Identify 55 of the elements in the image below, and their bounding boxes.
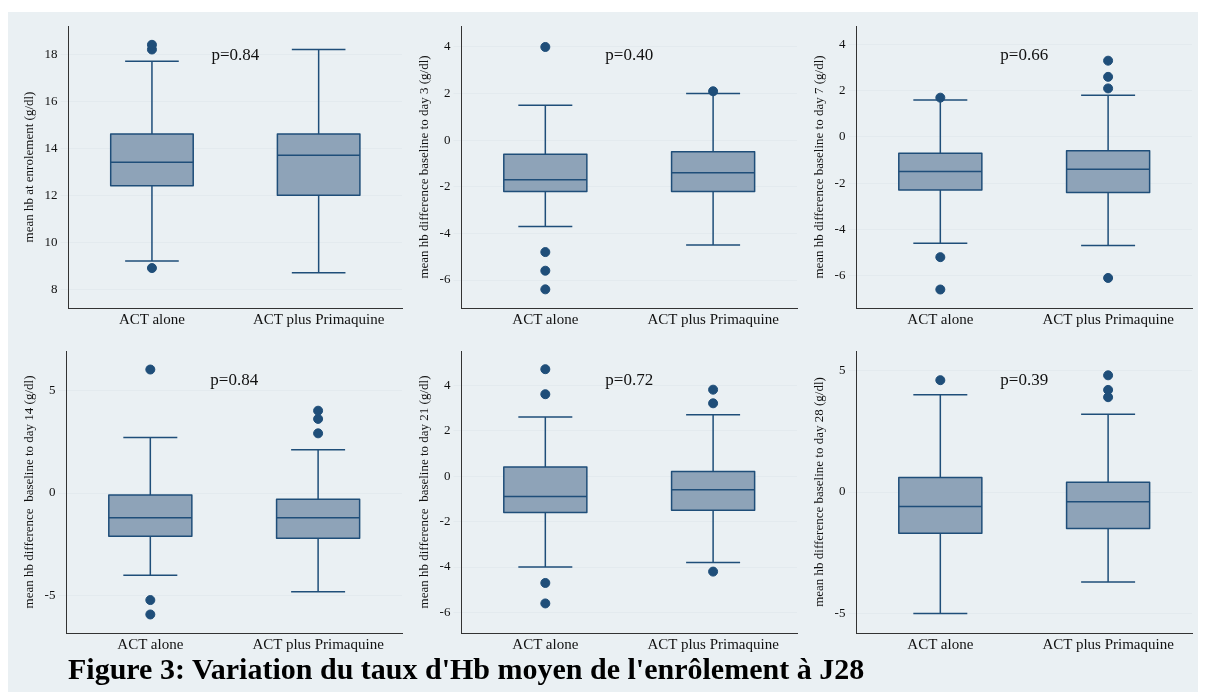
y-tick-label: 5 xyxy=(838,361,846,377)
x-tick-label: ACT alone xyxy=(907,635,974,652)
x-tick-label: ACT alone xyxy=(118,310,186,327)
annotation: p=0.66 xyxy=(1000,45,1049,65)
y-tick-label: -4 xyxy=(834,220,846,236)
y-tick-label: -5 xyxy=(44,587,56,603)
x-tick-label: ACT plus Primaquine xyxy=(252,635,385,652)
y-tick-label: 4 xyxy=(443,38,451,54)
annotation: p=0.39 xyxy=(1000,370,1049,390)
y-tick-label: 0 xyxy=(48,484,56,500)
y-axis-title: mean hb difference baseline to day 21 (g/dl) xyxy=(416,375,432,609)
y-axis-title: mean hb difference baseline to day 3 (g/dl) xyxy=(416,55,432,279)
y-tick-label: -4 xyxy=(439,558,451,574)
y-axis-title: mean hb difference baseline to day 7 (g/dl) xyxy=(811,55,827,279)
y-tick-label: 14 xyxy=(44,139,59,155)
y-tick-label: 0 xyxy=(443,131,451,147)
y-axis-title: mean hb difference baseline to day 28 (g/dl) xyxy=(811,377,827,607)
y-tick-label: 0 xyxy=(443,467,451,483)
y-axis-title: mean hb at enrolement (g/dl) xyxy=(21,91,37,243)
y-tick-label: 2 xyxy=(443,422,451,438)
x-tick-label: ACT plus Primaquine xyxy=(647,310,780,327)
x-tick-label: ACT plus Primaquine xyxy=(1042,635,1175,652)
y-tick-label: 4 xyxy=(838,35,846,51)
y-tick-label: -2 xyxy=(439,512,451,528)
annotation: p=0.84 xyxy=(210,370,259,390)
x-tick-label: ACT alone xyxy=(117,635,184,652)
y-tick-label: 4 xyxy=(443,376,451,392)
y-tick-label: 18 xyxy=(44,45,58,61)
y-axis-title: mean hb difference baseline to day 14 (g/dl) xyxy=(21,375,37,609)
text: Figure 3: Variation du taux d'Hb moyen de l'enrôlement à J28 xyxy=(68,652,865,686)
x-tick-label: ACT plus Primaquine xyxy=(1042,310,1175,327)
annotation: p=0.40 xyxy=(605,45,654,65)
y-tick-label: -6 xyxy=(439,603,451,619)
y-tick-label: -2 xyxy=(439,178,451,194)
y-tick-label: 2 xyxy=(443,85,451,101)
y-tick-label: 0 xyxy=(838,483,846,499)
y-tick-label: 2 xyxy=(838,82,846,98)
y-tick-label: 8 xyxy=(51,280,58,296)
y-tick-label: 0 xyxy=(838,128,846,144)
y-tick-label: 5 xyxy=(48,381,56,397)
y-tick-label: 16 xyxy=(44,92,59,108)
y-tick-label: -5 xyxy=(834,604,846,620)
y-tick-label: -2 xyxy=(834,174,846,190)
x-tick-label: ACT alone xyxy=(512,635,579,652)
x-tick-label: ACT alone xyxy=(907,310,974,327)
x-tick-label: ACT alone xyxy=(512,310,579,327)
y-tick-label: 12 xyxy=(44,186,58,202)
annotation: p=0.84 xyxy=(211,45,260,65)
annotation: p=0.72 xyxy=(605,370,654,390)
y-tick-label: -4 xyxy=(439,224,451,240)
y-tick-label: 10 xyxy=(44,233,58,249)
y-tick-label: -6 xyxy=(834,267,846,283)
x-tick-label: ACT plus Primaquine xyxy=(647,635,780,652)
y-tick-label: -6 xyxy=(439,271,451,287)
x-tick-label: ACT plus Primaquine xyxy=(252,310,385,327)
